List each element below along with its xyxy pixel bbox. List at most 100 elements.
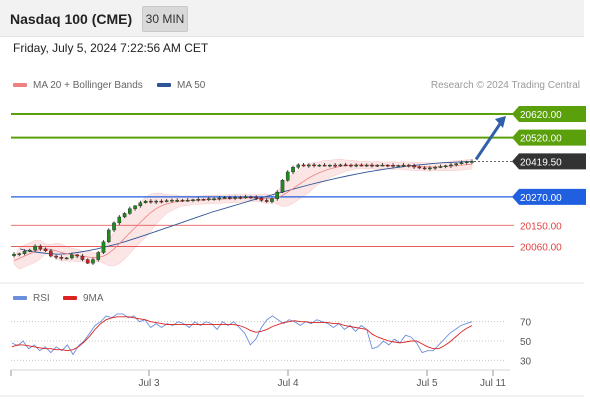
candle-body (407, 164, 411, 167)
candle-body (359, 164, 364, 167)
price-tag-label-20620.00: 20620.00 (520, 110, 562, 121)
candle-body (385, 164, 390, 167)
rsi-ma-legend: 9MA (63, 293, 104, 304)
candle-body (101, 241, 106, 253)
candle-body (233, 197, 237, 199)
ma20-legend-label: MA 20 + Bollinger Bands (33, 80, 143, 91)
moving-averages-layer (13, 161, 473, 262)
candle-body (354, 164, 358, 167)
candle-body (270, 198, 274, 202)
candle-body (112, 222, 116, 231)
candle-body (275, 191, 280, 199)
candle-body (296, 164, 301, 168)
candle-body (333, 164, 337, 167)
header-bar: Nasdaq 100 (CME) 30 MIN (0, 0, 584, 37)
candle-body (117, 216, 122, 224)
candle-body (59, 257, 64, 259)
candle-body (428, 167, 432, 170)
ma50-swatch (157, 83, 171, 88)
candle-body (43, 248, 48, 252)
price-label-20150.00: 20150.00 (520, 221, 562, 232)
candle-body (443, 165, 448, 168)
candle-body (412, 165, 416, 168)
ma50-legend: MA 50 (157, 80, 205, 91)
candle-body (22, 251, 27, 254)
candle-body (149, 200, 153, 203)
candle-body (328, 164, 332, 167)
rsi-layer: 70 50 30 (11, 313, 532, 367)
candle-body (238, 197, 243, 199)
rsi-line (11, 313, 473, 356)
ma50-line (19, 161, 473, 255)
timeframe-button[interactable]: 30 MIN (142, 6, 188, 32)
candle-body (317, 164, 322, 167)
candle-body (170, 199, 174, 202)
candle-body (185, 199, 190, 202)
candle-body (338, 164, 343, 167)
candle-body (91, 259, 95, 264)
candle-body (217, 197, 222, 200)
candle-body (396, 165, 401, 167)
candle-body (307, 164, 311, 167)
candle-body (70, 254, 74, 259)
candle-body (243, 196, 248, 199)
candle-body (259, 197, 264, 201)
grid-layer (0, 282, 584, 397)
candle-body (422, 167, 427, 170)
candle-body (254, 197, 258, 199)
candle-body (370, 164, 374, 167)
candle-body (133, 205, 137, 209)
candle-body (143, 200, 148, 203)
candle-body (180, 199, 185, 202)
candle-body (433, 167, 437, 169)
candle-body (201, 199, 206, 201)
rsi-scale-label-70: 70 (520, 318, 532, 329)
candle-body (449, 164, 453, 167)
rsi-swatch (13, 296, 27, 301)
candle-body (375, 165, 380, 167)
rsi-ma-line (11, 316, 473, 352)
candle-body (459, 162, 464, 164)
candle-body (380, 164, 385, 167)
x-tick-label-jul-11: Jul 11 (480, 378, 506, 389)
x-tick-label-jul-5: Jul 5 (416, 378, 438, 389)
projection-layer (474, 115, 506, 161)
candle-body (106, 229, 111, 243)
candle-body (206, 198, 211, 200)
candle-body (17, 253, 22, 255)
candle-body (417, 166, 422, 169)
candle-body (364, 164, 369, 167)
candle-body (38, 245, 43, 250)
candle-body (27, 249, 32, 252)
candle-body (80, 255, 85, 260)
bollinger-layer (13, 158, 473, 270)
candle-body (470, 161, 474, 163)
price-tag-bg-20620.00 (512, 105, 586, 122)
candle-body (154, 200, 158, 203)
candle-body (33, 245, 37, 251)
price-tags-layer: 20620.00 20520.00 20419.50 20270.00 20150.00… (512, 105, 586, 254)
instrument-title: Nasdaq 100 (CME) (10, 11, 133, 27)
candle-body (222, 197, 227, 199)
candle-body (438, 166, 443, 168)
x-tick-label-jul-3: Jul 3 (138, 378, 160, 389)
candle-body (301, 164, 306, 167)
candle-body (159, 200, 164, 203)
ma20-swatch (13, 83, 27, 88)
candle-body (249, 196, 253, 199)
price-tag-label-20270.00: 20270.00 (520, 193, 562, 204)
candle-body (191, 199, 195, 201)
bollinger-band (13, 158, 473, 270)
candle-body (291, 167, 295, 173)
candle-body (343, 164, 348, 167)
ma20-line (13, 163, 473, 262)
rsi-ma-swatch (63, 296, 77, 301)
datetime-label: Friday, July 5, 2024 7:22:56 AM CET (13, 41, 209, 55)
candle-body (175, 199, 179, 202)
candle-body (12, 253, 16, 256)
candle-body (349, 164, 353, 167)
projection-arrow-shaft (474, 120, 504, 161)
price-tag-bg-20419.50 (512, 153, 586, 170)
credit-text: Research © 2024 Trading Central (430, 80, 580, 91)
